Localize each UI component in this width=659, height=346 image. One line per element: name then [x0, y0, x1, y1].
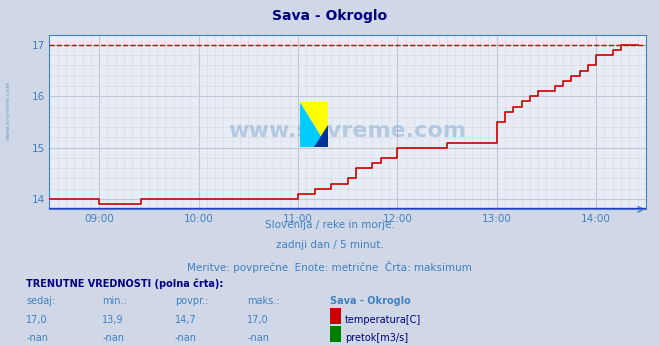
Polygon shape — [300, 102, 328, 147]
Text: 17,0: 17,0 — [26, 315, 48, 325]
Text: www.si-vreme.com: www.si-vreme.com — [229, 121, 467, 141]
Text: pretok[m3/s]: pretok[m3/s] — [345, 333, 408, 343]
Text: maks.:: maks.: — [247, 296, 279, 306]
Text: 17,0: 17,0 — [247, 315, 269, 325]
Text: Meritve: povprečne  Enote: metrične  Črta: maksimum: Meritve: povprečne Enote: metrične Črta:… — [187, 261, 472, 273]
Text: www.si-vreme.com: www.si-vreme.com — [6, 81, 11, 140]
Polygon shape — [314, 125, 328, 147]
Text: TRENUTNE VREDNOSTI (polna črta):: TRENUTNE VREDNOSTI (polna črta): — [26, 279, 224, 289]
Text: temperatura[C]: temperatura[C] — [345, 315, 421, 325]
Text: -nan: -nan — [247, 333, 269, 343]
Text: zadnji dan / 5 minut.: zadnji dan / 5 minut. — [275, 240, 384, 251]
Text: 14,7: 14,7 — [175, 315, 196, 325]
Text: sedaj:: sedaj: — [26, 296, 55, 306]
Polygon shape — [300, 102, 328, 147]
Text: Sava - Okroglo: Sava - Okroglo — [330, 296, 411, 306]
Text: -nan: -nan — [26, 333, 48, 343]
Text: Sava - Okroglo: Sava - Okroglo — [272, 9, 387, 22]
Text: povpr.:: povpr.: — [175, 296, 208, 306]
Text: 13,9: 13,9 — [102, 315, 124, 325]
Text: -nan: -nan — [175, 333, 196, 343]
Text: Slovenija / reke in morje.: Slovenija / reke in morje. — [264, 220, 395, 230]
Text: min.:: min.: — [102, 296, 127, 306]
Text: -nan: -nan — [102, 333, 124, 343]
